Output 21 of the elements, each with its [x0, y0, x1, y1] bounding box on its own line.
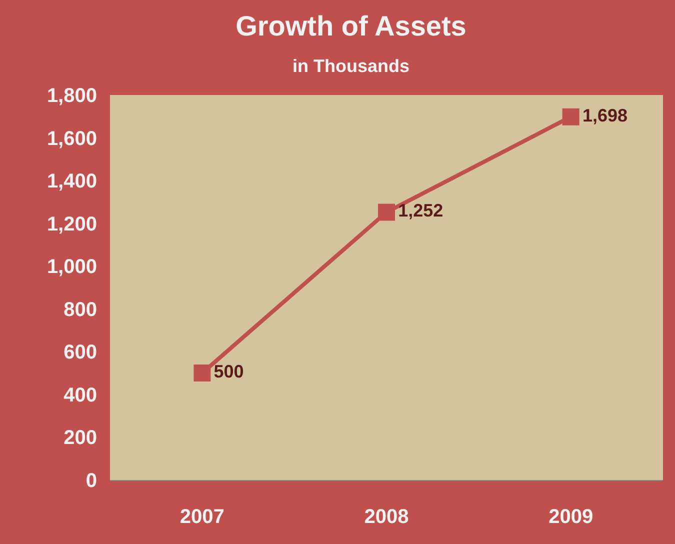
x-tick-label: 2008 — [364, 506, 409, 528]
y-tick-label: 0 — [86, 470, 97, 492]
point — [194, 364, 211, 382]
data-label: 1,698 — [582, 105, 628, 126]
x-tick-label: 2009 — [548, 506, 594, 528]
y-tick-label: 1,800 — [46, 85, 97, 107]
point — [378, 204, 395, 221]
y-tick-label: 600 — [64, 342, 97, 364]
point — [562, 108, 580, 126]
y-tick-label: 1,600 — [46, 128, 97, 150]
data-label: 500 — [214, 362, 244, 382]
data-label: 1,252 — [398, 200, 444, 221]
y-tick-label: 400 — [64, 384, 97, 406]
chart-title: Growth of Assets — [236, 10, 466, 42]
y-tick-label: 800 — [64, 298, 97, 321]
y-tick-label: 1,400 — [46, 170, 97, 193]
y-tick-label: 1,000 — [46, 256, 97, 278]
y-tick-label: 200 — [64, 427, 97, 450]
x-tick-label: 2007 — [180, 506, 224, 528]
chart-subtitle: in Thousands — [292, 56, 410, 76]
y-tick-label: 1,200 — [46, 213, 97, 236]
